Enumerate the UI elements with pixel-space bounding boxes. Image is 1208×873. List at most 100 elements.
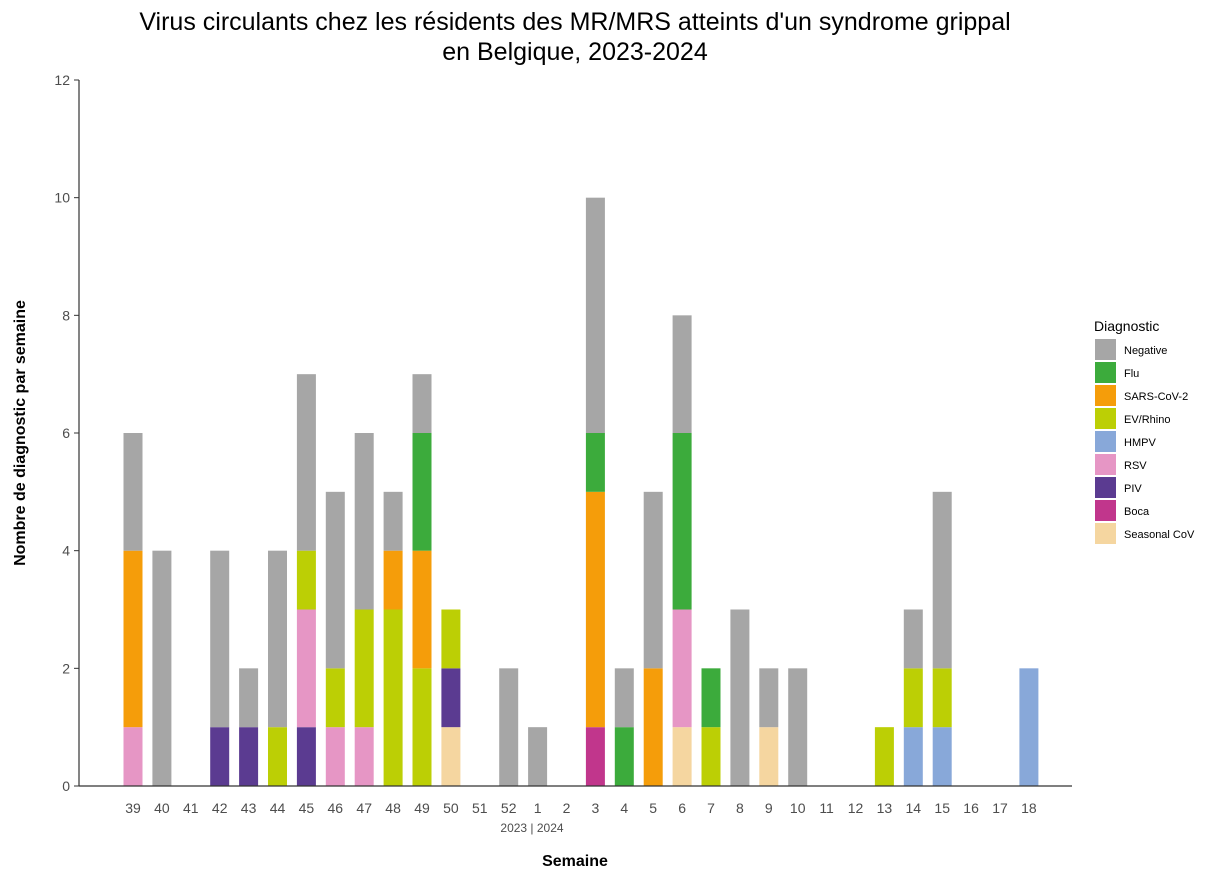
legend-title: Diagnostic — [1094, 318, 1159, 334]
x-tick-label-7: 7 — [707, 800, 715, 816]
legend-swatch-piv — [1095, 477, 1116, 498]
bar-segment-ev-rhino-week-49 — [412, 668, 432, 786]
bar-segment-flu-week-7 — [701, 668, 721, 728]
y-tick-label-8: 8 — [62, 307, 70, 323]
y-tick-label-10: 10 — [54, 190, 70, 206]
bar-segment-negative-week-15 — [932, 491, 952, 669]
y-tick-label-4: 4 — [62, 543, 70, 559]
bar-segment-negative-week-4 — [614, 668, 634, 728]
x-tick-label-39: 39 — [125, 800, 141, 816]
y-tick-label-6: 6 — [62, 425, 70, 441]
x-tick-label-50: 50 — [443, 800, 459, 816]
bar-segment-negative-week-45 — [296, 374, 316, 551]
bar-segment-sars-cov-2-week-48 — [383, 550, 403, 610]
legend-label-seasonal-cov: Seasonal CoV — [1124, 529, 1195, 541]
legend-swatch-sars-cov-2 — [1095, 385, 1116, 406]
bar-segment-negative-week-43 — [239, 668, 259, 728]
x-tick-label-52: 52 — [501, 800, 517, 816]
bar-segment-piv-week-50 — [441, 668, 461, 728]
x-tick-label-18: 18 — [1021, 800, 1037, 816]
x-tick-label-6: 6 — [678, 800, 686, 816]
chart-title-line2: en Belgique, 2023-2024 — [442, 38, 708, 66]
x-tick-label-15: 15 — [934, 800, 950, 816]
x-tick-label-14: 14 — [906, 800, 922, 816]
bar-segment-piv-week-42 — [210, 727, 230, 786]
bar-segment-negative-week-52 — [499, 668, 519, 786]
bar-segment-ev-rhino-week-50 — [441, 609, 461, 669]
bar-segment-negative-week-47 — [354, 433, 374, 610]
bar-segment-ev-rhino-week-45 — [296, 550, 316, 610]
legend-swatch-negative — [1095, 339, 1116, 360]
x-tick-label-48: 48 — [385, 800, 401, 816]
bar-segment-seasonal-cov-week-50 — [441, 727, 461, 786]
legend-label-piv: PIV — [1124, 483, 1142, 495]
legend-swatch-flu — [1095, 362, 1116, 383]
y-tick-label-12: 12 — [54, 72, 70, 88]
bar-segment-sars-cov-2-week-49 — [412, 550, 432, 669]
bar-segment-negative-week-39 — [123, 433, 143, 551]
bar-segment-boca-week-3 — [585, 727, 605, 786]
x-axis-title: Semaine — [542, 853, 608, 870]
bar-segment-ev-rhino-week-13 — [874, 727, 894, 786]
bar-segment-hmpv-week-14 — [903, 727, 923, 786]
legend-label-hmpv: HMPV — [1124, 437, 1156, 449]
bar-segment-negative-week-40 — [152, 550, 172, 786]
bar-segment-negative-week-10 — [788, 668, 808, 786]
legend-swatch-seasonal-cov — [1095, 523, 1116, 544]
bar-segment-piv-week-45 — [296, 727, 316, 786]
x-tick-label-5: 5 — [649, 800, 657, 816]
bar-segment-negative-week-3 — [585, 197, 605, 433]
bar-segment-rsv-week-6 — [672, 609, 692, 728]
x-tick-label-45: 45 — [299, 800, 315, 816]
x-tick-label-41: 41 — [183, 800, 199, 816]
x-axis-ticks: 39 40 41 42 43 44 45 46 47 48 49 50 51 52 1 2 3 4 5 6 7 8 9 10 1… — [125, 800, 1037, 816]
bar-segment-sars-cov-2-week-3 — [585, 491, 605, 728]
bar-segment-ev-rhino-week-7 — [701, 727, 721, 786]
legend-swatch-rsv — [1095, 454, 1116, 475]
x-tick-label-42: 42 — [212, 800, 228, 816]
legend-swatch-ev-rhino — [1095, 408, 1116, 429]
bar-segment-flu-week-4 — [614, 727, 634, 786]
x-tick-label-17: 17 — [992, 800, 1008, 816]
x-tick-label-8: 8 — [736, 800, 744, 816]
x-tick-label-9: 9 — [765, 800, 773, 816]
bar-segment-negative-week-46 — [325, 491, 345, 669]
bar-segment-rsv-week-39 — [123, 727, 143, 786]
y-tick-label-2: 2 — [62, 660, 70, 676]
bar-segment-negative-week-42 — [210, 550, 230, 728]
chart-title-line1: Virus circulants chez les résidents des … — [139, 8, 1010, 36]
bar-segment-negative-week-49 — [412, 374, 432, 433]
bar-segment-ev-rhino-week-48 — [383, 609, 403, 786]
bar-segment-sars-cov-2-week-5 — [643, 668, 663, 786]
x-tick-label-12: 12 — [848, 800, 864, 816]
legend-label-boca: Boca — [1124, 506, 1150, 518]
bar-segment-rsv-week-46 — [325, 727, 345, 786]
legend-label-negative: Negative — [1124, 345, 1167, 357]
bar-segment-negative-week-44 — [268, 550, 287, 728]
x-tick-label-40: 40 — [154, 800, 170, 816]
x-tick-label-51: 51 — [472, 800, 488, 816]
bar-segment-piv-week-43 — [239, 727, 259, 786]
bar-segment-ev-rhino-week-47 — [354, 609, 374, 728]
x-tick-label-49: 49 — [414, 800, 430, 816]
bar-segment-flu-week-49 — [412, 433, 432, 551]
legend-swatch-boca — [1095, 500, 1116, 521]
bar-segment-ev-rhino-week-44 — [268, 727, 287, 786]
bar-segment-ev-rhino-week-15 — [932, 668, 952, 728]
x-tick-label-1: 1 — [534, 800, 542, 816]
bar-segment-seasonal-cov-week-9 — [759, 727, 779, 786]
bar-segment-sars-cov-2-week-39 — [123, 550, 143, 728]
bar-segment-flu-week-6 — [672, 433, 692, 610]
bar-segment-ev-rhino-week-14 — [903, 668, 923, 728]
y-axis-ticks: 0 2 4 6 8 10 12 — [54, 72, 79, 794]
x-tick-label-44: 44 — [270, 800, 286, 816]
bar-segment-negative-week-5 — [643, 491, 663, 669]
x-tick-label-4: 4 — [620, 800, 628, 816]
bar-segment-ev-rhino-week-46 — [325, 668, 345, 728]
legend-label-sars-cov-2: SARS-CoV-2 — [1124, 391, 1188, 403]
bar-segment-negative-week-6 — [672, 315, 692, 433]
legend-label-flu: Flu — [1124, 368, 1139, 380]
y-axis-title: Nombre de diagnostic par semaine — [12, 300, 29, 566]
x-tick-label-3: 3 — [592, 800, 600, 816]
